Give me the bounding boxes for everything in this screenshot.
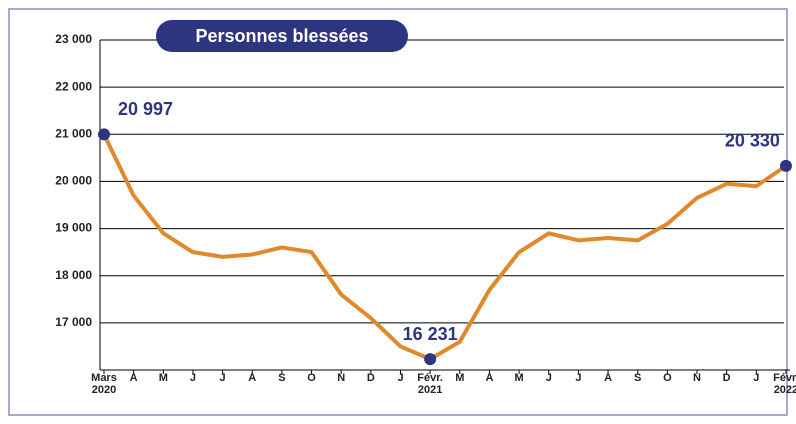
x-tick-label: J: [575, 372, 582, 384]
x-tick-label: J: [397, 372, 404, 384]
chart-title: Personnes blessées: [195, 26, 368, 46]
y-tick-label: 21 000: [55, 126, 92, 140]
value-label: 16 231: [403, 324, 458, 344]
x-tick-label: D: [722, 372, 731, 384]
marker: [779, 159, 792, 172]
x-tick-label: J: [189, 372, 196, 384]
value-label: 20 330: [725, 131, 780, 151]
value-label: 20 997: [118, 99, 173, 119]
x-tick-label: O: [307, 372, 316, 384]
x-tick-label: Févr. 2021: [417, 372, 443, 396]
y-tick-label: 19 000: [55, 221, 92, 235]
x-tick-label: M: [455, 372, 465, 384]
x-tick-label: N: [693, 372, 701, 384]
x-tick-label: J: [219, 372, 226, 384]
x-tick-label: M: [158, 372, 168, 384]
x-tick-label: D: [366, 372, 375, 384]
x-tick-label: Mars 2020: [91, 372, 117, 396]
y-tick-label: 17 000: [55, 315, 92, 329]
y-tick-label: 22 000: [55, 79, 92, 93]
x-tick-label: M: [514, 372, 524, 384]
line: [102, 133, 788, 362]
y-tick-label: 20 000: [55, 174, 92, 188]
x-tick-label: S: [278, 372, 286, 384]
marker: [98, 128, 110, 141]
x-tick-label: A: [485, 372, 494, 384]
marker: [424, 353, 437, 366]
x-tick-label: S: [634, 372, 642, 384]
x-tick-label: O: [663, 372, 672, 384]
x-tick-label: N: [337, 372, 346, 384]
title-pill: [156, 20, 408, 52]
x-tick-label: A: [129, 372, 138, 384]
y-tick-label: 23 000: [55, 32, 92, 46]
x-tick-label: Févr. 2022: [773, 372, 796, 396]
x-tick-label: A: [604, 372, 613, 384]
y-tick-label: 18 000: [55, 268, 92, 282]
x-tick-label: J: [545, 372, 552, 384]
x-tick-label: J: [753, 372, 760, 384]
x-tick-label: A: [248, 372, 257, 384]
frame: [8, 8, 788, 416]
